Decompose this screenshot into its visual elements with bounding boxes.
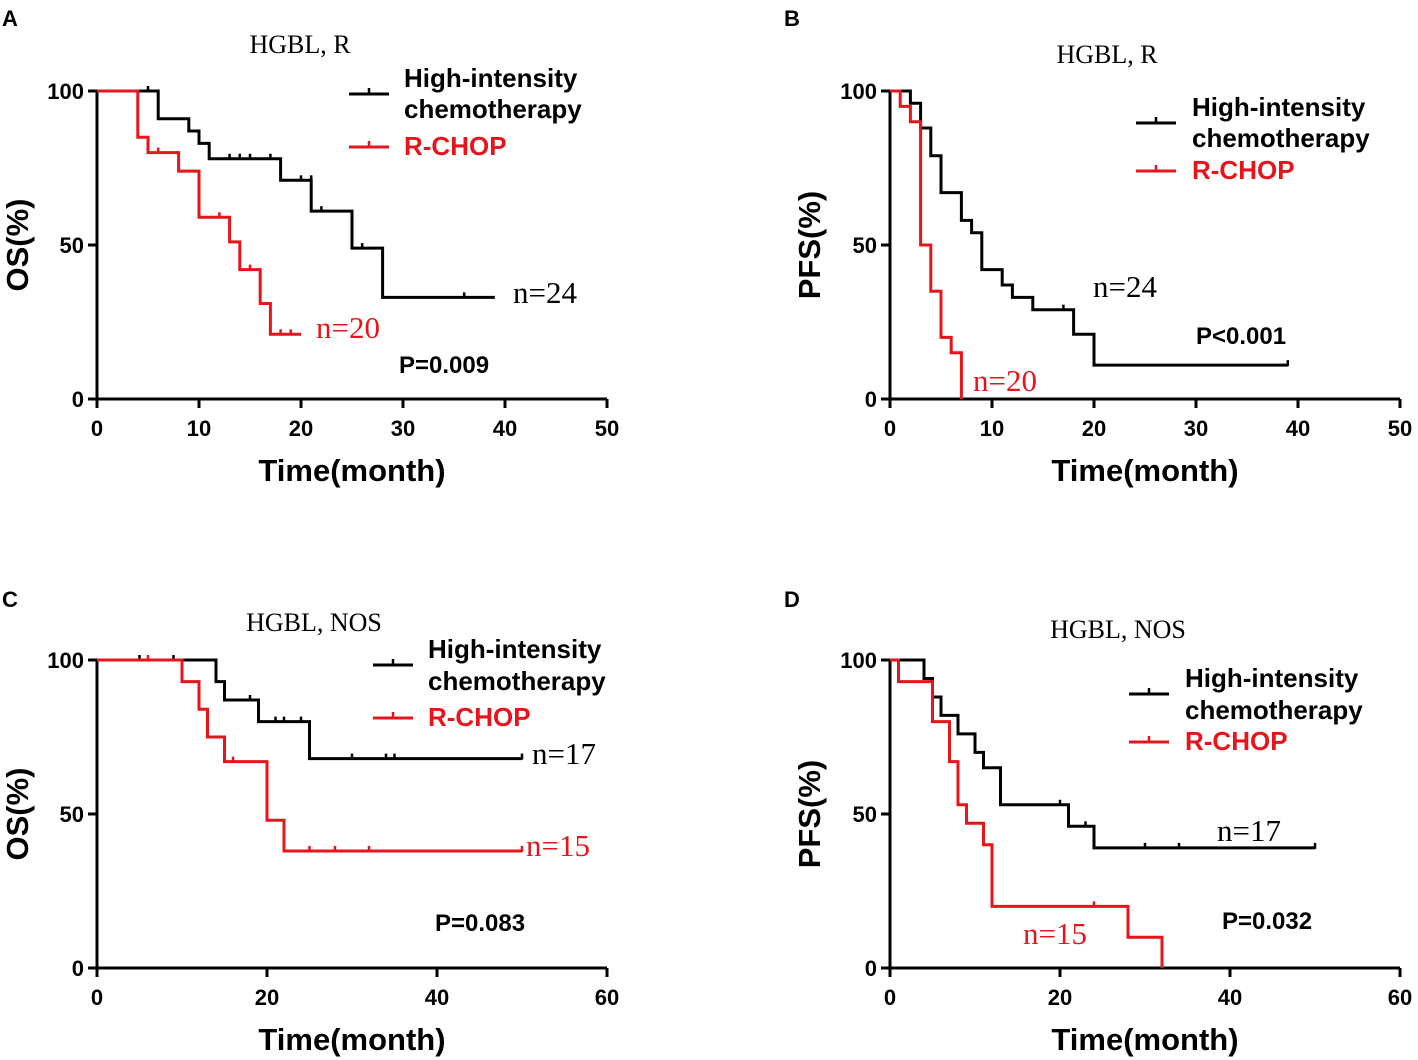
y-tick-label: 50 xyxy=(853,802,877,827)
x-tick-label: 20 xyxy=(1048,985,1072,1010)
legend-label-rchop: R-CHOP xyxy=(428,702,531,732)
x-axis-title: Time(month) xyxy=(258,453,445,488)
legend-label-rchop: R-CHOP xyxy=(404,131,507,161)
legend-label-rchop: R-CHOP xyxy=(1185,726,1288,756)
series-line-rchop xyxy=(97,658,522,853)
legend-label-high-intensity-line2: chemotherapy xyxy=(404,94,582,124)
x-axis-title: Time(month) xyxy=(1051,1022,1238,1057)
legend-label-high-intensity: High-intensity xyxy=(404,63,578,93)
panel-letter: C xyxy=(2,587,18,612)
y-tick-label: 50 xyxy=(853,233,877,258)
x-tick-label: 10 xyxy=(980,416,1004,441)
panel-b: B HGBL, R 0 50 100 0 10 20 30 40 50 Time(month) PFS(… xyxy=(784,6,1412,488)
x-tick-label: 40 xyxy=(1218,985,1242,1010)
y-axis-title: OS(%) xyxy=(0,768,35,861)
y-axis-title: OS(%) xyxy=(0,199,35,292)
chart-title: HGBL, NOS xyxy=(246,608,382,637)
y-tick-label: 100 xyxy=(47,79,84,104)
x-tick-label: 30 xyxy=(391,416,415,441)
panel-a: A HGBL, R 0 50 100 0 10 20 30 40 50 Time(month) OS(%… xyxy=(0,6,619,488)
chart-title: HGBL, R xyxy=(1056,40,1158,69)
series-line-high-intensity xyxy=(890,89,1288,367)
y-axis-title: PFS(%) xyxy=(792,760,827,869)
legend-label-high-intensity: High-intensity xyxy=(1185,663,1359,693)
x-tick-label: 20 xyxy=(1082,416,1106,441)
legend-label-high-intensity: High-intensity xyxy=(428,634,602,664)
x-tick-label: 30 xyxy=(1184,416,1208,441)
panel-letter: A xyxy=(2,6,18,31)
x-tick-label: 60 xyxy=(1388,985,1412,1010)
y-tick-label: 100 xyxy=(840,648,877,673)
p-value: P<0.001 xyxy=(1196,323,1286,350)
legend-label-high-intensity: High-intensity xyxy=(1192,92,1366,122)
y-tick-label: 0 xyxy=(865,956,877,981)
x-tick-label: 40 xyxy=(1286,416,1310,441)
x-tick-label: 40 xyxy=(425,985,449,1010)
x-tick-label: 0 xyxy=(884,985,896,1010)
x-tick-label: 10 xyxy=(187,416,211,441)
y-tick-label: 100 xyxy=(840,79,877,104)
x-tick-label: 20 xyxy=(255,985,279,1010)
n-label-rchop: n=20 xyxy=(973,363,1037,398)
y-tick-label: 100 xyxy=(47,648,84,673)
x-tick-label: 0 xyxy=(91,985,103,1010)
y-tick-label: 50 xyxy=(60,802,84,827)
series-line-rchop xyxy=(97,89,301,336)
legend-label-high-intensity-line2: chemotherapy xyxy=(1185,695,1363,725)
n-label-rchop: n=20 xyxy=(316,310,380,345)
series-line-rchop xyxy=(890,89,963,399)
panel-d: D HGBL, NOS 0 50 100 0 20 40 60 Time(month) PFS(%)… xyxy=(784,587,1412,1057)
legend-label-high-intensity-line2: chemotherapy xyxy=(428,666,606,696)
series-line-high-intensity xyxy=(97,658,522,761)
p-value: P=0.083 xyxy=(435,910,525,937)
y-tick-label: 0 xyxy=(72,956,84,981)
y-tick-label: 0 xyxy=(865,387,877,412)
n-label-rchop: n=15 xyxy=(526,828,590,863)
chart-title: HGBL, R xyxy=(249,30,351,59)
chart-title: HGBL, NOS xyxy=(1050,615,1186,644)
panel-letter: D xyxy=(784,587,800,612)
legend-label-high-intensity-line2: chemotherapy xyxy=(1192,123,1370,153)
y-tick-label: 50 xyxy=(60,233,84,258)
series-line-high-intensity xyxy=(97,89,495,299)
x-axis-title: Time(month) xyxy=(258,1022,445,1057)
panel-c: C HGBL, NOS 0 50 100 0 20 40 60 Time(month) OS(%) n… xyxy=(0,587,619,1057)
n-label-high-intensity: n=24 xyxy=(513,275,577,310)
x-tick-label: 50 xyxy=(1388,416,1412,441)
x-tick-label: 50 xyxy=(595,416,619,441)
x-axis-title: Time(month) xyxy=(1051,453,1238,488)
p-value: P=0.032 xyxy=(1222,908,1312,935)
n-label-high-intensity: n=17 xyxy=(532,736,596,771)
n-label-rchop: n=15 xyxy=(1023,916,1087,951)
x-tick-label: 0 xyxy=(91,416,103,441)
panel-letter: B xyxy=(784,6,800,31)
n-label-high-intensity: n=24 xyxy=(1093,269,1157,304)
x-tick-label: 0 xyxy=(884,416,896,441)
n-label-high-intensity: n=17 xyxy=(1217,813,1281,848)
p-value: P=0.009 xyxy=(399,352,489,379)
y-axis-title: PFS(%) xyxy=(792,191,827,300)
y-tick-label: 0 xyxy=(72,387,84,412)
x-tick-label: 40 xyxy=(493,416,517,441)
series-line-rchop xyxy=(890,658,1164,968)
x-tick-label: 20 xyxy=(289,416,313,441)
x-tick-label: 60 xyxy=(595,985,619,1010)
legend-label-rchop: R-CHOP xyxy=(1192,155,1295,185)
